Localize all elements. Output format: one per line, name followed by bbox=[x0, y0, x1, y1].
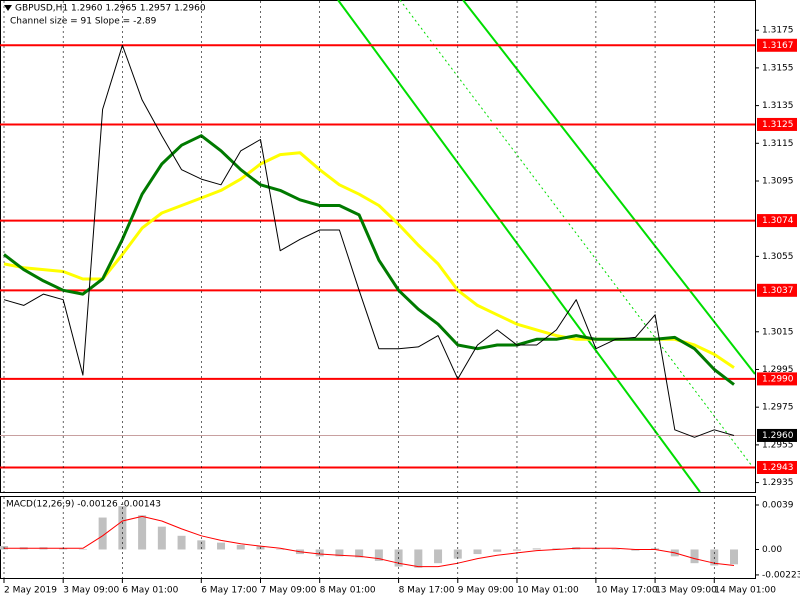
last-price-box bbox=[757, 428, 797, 442]
level-label-box bbox=[757, 372, 797, 386]
x-tick-label: 13 May 09:00 bbox=[655, 586, 717, 596]
channel-mid-line bbox=[399, 0, 755, 471]
macd-bar bbox=[631, 549, 640, 551]
macd-bar bbox=[374, 549, 383, 561]
y-tick-label: 1.3155 bbox=[762, 63, 794, 73]
level-label: 1.3074 bbox=[762, 216, 794, 226]
x-tick-label: 10 May 17:00 bbox=[596, 586, 658, 596]
y-tick-label: 1.3095 bbox=[762, 176, 794, 186]
macd-bar bbox=[217, 542, 226, 550]
price-plot bbox=[0, 44, 755, 469]
y-tick-label: 1.2995 bbox=[762, 365, 794, 375]
macd-bar bbox=[473, 549, 482, 555]
macd-bar bbox=[414, 549, 423, 568]
x-tick-label: 8 May 17:00 bbox=[399, 586, 455, 596]
y-tick-label: 1.3175 bbox=[762, 26, 794, 36]
macd-plot bbox=[0, 506, 738, 568]
macd-bar bbox=[236, 544, 245, 550]
macd-bar bbox=[611, 549, 620, 550]
channel bbox=[337, 0, 755, 493]
macd-bar bbox=[355, 549, 364, 558]
channel-line bbox=[462, 0, 755, 375]
macd-bar bbox=[690, 549, 699, 564]
y-tick-label: 1.3135 bbox=[762, 101, 794, 111]
channel-line bbox=[337, 0, 701, 493]
macd-bar bbox=[730, 549, 738, 565]
y-tick-label: 1.3015 bbox=[762, 327, 794, 337]
macd-bar bbox=[157, 526, 166, 550]
x-tick-label: 7 May 09:00 bbox=[260, 586, 316, 596]
y-tick-label: 1.3115 bbox=[762, 139, 794, 149]
symbol-icon bbox=[4, 5, 12, 11]
level-label-box bbox=[757, 283, 797, 297]
level-label-box bbox=[757, 460, 797, 474]
price-line bbox=[3, 44, 735, 438]
level-label: 1.3037 bbox=[762, 286, 794, 296]
macd-bar bbox=[434, 549, 443, 564]
y-tick-label: 0.0039 bbox=[762, 500, 794, 510]
y-tick-label: -0.00223 bbox=[762, 570, 800, 580]
last-price-label: 1.2960 bbox=[762, 431, 794, 441]
macd-bar bbox=[276, 549, 285, 550]
macd-bar bbox=[197, 540, 206, 550]
level-label-box bbox=[757, 214, 797, 228]
x-tick-label: 6 May 17:00 bbox=[201, 586, 257, 596]
y-tick-label: 1.2975 bbox=[762, 403, 794, 413]
y-tick-label: 0.00 bbox=[762, 545, 782, 555]
macd-title: MACD(12,26,9) -0.00126 -0.00143 bbox=[6, 500, 161, 510]
x-tick-label: 2 May 2019 bbox=[4, 586, 57, 596]
macd-bar bbox=[138, 515, 147, 550]
level-label: 1.3125 bbox=[762, 120, 794, 130]
x-tick-label: 10 May 01:00 bbox=[517, 586, 579, 596]
level-label-box bbox=[757, 38, 797, 52]
x-tick-label: 14 May 01:00 bbox=[714, 586, 776, 596]
macd-bar bbox=[177, 535, 186, 550]
x-tick-label: 3 May 09:00 bbox=[63, 586, 119, 596]
macd-bar bbox=[78, 549, 87, 550]
y-tick-label: 1.2955 bbox=[762, 440, 794, 450]
chart-title: GBPUSD,H1 1.2960 1.2965 1.2957 1.2960 bbox=[15, 4, 206, 14]
x-tick-label: 6 May 01:00 bbox=[122, 586, 178, 596]
y-tick-label: 1.2935 bbox=[762, 478, 794, 488]
macd-signal-line bbox=[4, 515, 735, 568]
ma-fast-line bbox=[3, 134, 735, 386]
macd-bar bbox=[552, 548, 561, 550]
level-label-box bbox=[757, 117, 797, 131]
macd-bar bbox=[453, 549, 462, 559]
level-label: 1.2943 bbox=[762, 463, 794, 473]
macd-pane bbox=[0, 496, 756, 579]
y-tick-label: 1.3055 bbox=[762, 252, 794, 262]
level-label: 1.2990 bbox=[762, 374, 794, 384]
macd-bar bbox=[532, 548, 541, 550]
chart-subtitle: Channel size = 91 Slope = -2.89 bbox=[10, 17, 157, 27]
price-pane bbox=[0, 0, 756, 493]
x-tick-label: 8 May 01:00 bbox=[320, 586, 376, 596]
level-label: 1.3167 bbox=[762, 41, 794, 51]
macd-bar bbox=[335, 549, 344, 557]
macd-bar bbox=[512, 549, 521, 551]
x-tick-label: 9 May 09:00 bbox=[458, 586, 514, 596]
macd-bar bbox=[493, 549, 502, 552]
macd-bar bbox=[98, 517, 107, 550]
